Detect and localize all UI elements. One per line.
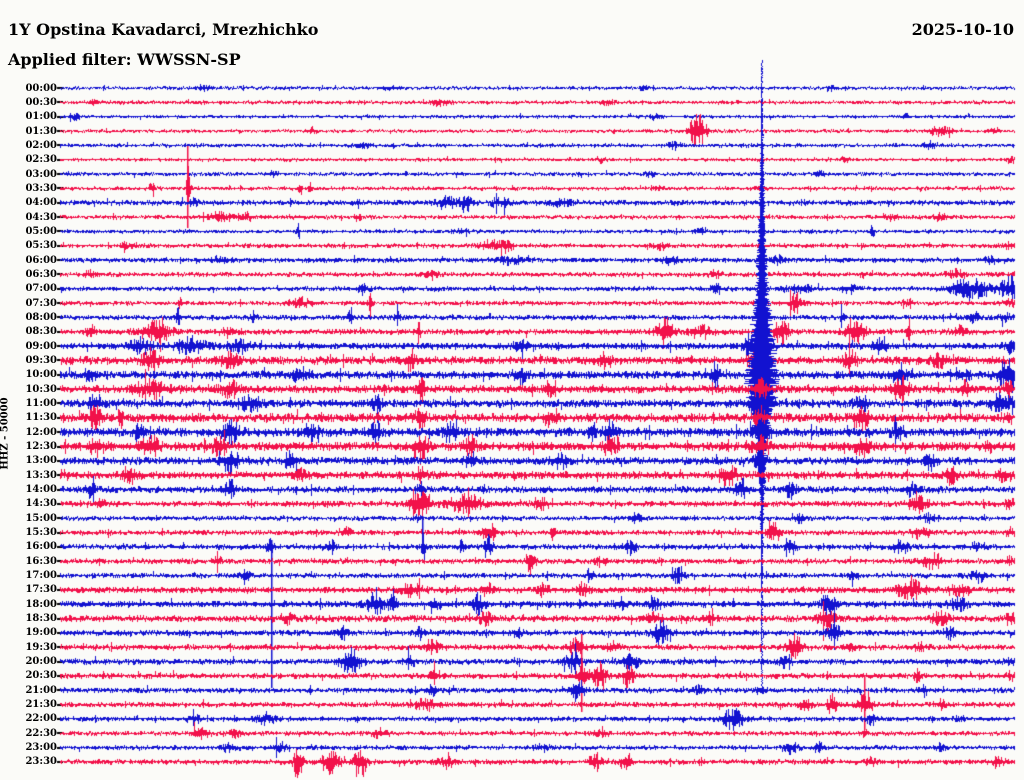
time-label-01:00: 01:00 — [25, 111, 57, 123]
time-label-13:00: 13:00 — [25, 455, 57, 467]
time-label-16:00: 16:00 — [25, 541, 57, 553]
time-label-01:30: 01:30 — [25, 125, 57, 137]
station-title: 1Y Opstina Kavadarci, Mrezhichko — [8, 20, 319, 39]
time-label-22:00: 22:00 — [25, 713, 57, 725]
time-label-19:00: 19:00 — [25, 627, 57, 639]
time-label-21:00: 21:00 — [25, 684, 57, 696]
time-label-15:30: 15:30 — [25, 527, 57, 539]
time-label-03:30: 03:30 — [25, 182, 57, 194]
time-label-02:00: 02:00 — [25, 139, 57, 151]
time-label-04:30: 04:30 — [25, 211, 57, 223]
time-label-08:30: 08:30 — [25, 326, 57, 338]
time-label-13:30: 13:30 — [25, 469, 57, 481]
time-label-09:30: 09:30 — [25, 354, 57, 366]
time-label-17:30: 17:30 — [25, 584, 57, 596]
time-label-06:00: 06:00 — [25, 254, 57, 266]
time-label-07:30: 07:30 — [25, 297, 57, 309]
time-label-20:00: 20:00 — [25, 656, 57, 668]
time-label-19:30: 19:30 — [25, 641, 57, 653]
time-label-10:00: 10:00 — [25, 369, 57, 381]
date-label: 2025-10-10 — [911, 20, 1014, 39]
time-label-12:00: 12:00 — [25, 426, 57, 438]
time-label-00:30: 00:30 — [25, 96, 57, 108]
time-label-08:00: 08:00 — [25, 311, 57, 323]
time-label-00:00: 00:00 — [25, 82, 57, 94]
time-label-23:00: 23:00 — [25, 742, 57, 754]
time-label-20:30: 20:30 — [25, 670, 57, 682]
time-label-14:00: 14:00 — [25, 484, 57, 496]
time-label-16:30: 16:30 — [25, 555, 57, 567]
time-label-02:30: 02:30 — [25, 154, 57, 166]
time-label-22:30: 22:30 — [25, 727, 57, 739]
time-label-07:00: 07:00 — [25, 283, 57, 295]
time-label-10:30: 10:30 — [25, 383, 57, 395]
filter-label: Applied filter: WWSSN-SP — [8, 50, 241, 69]
time-label-15:00: 15:00 — [25, 512, 57, 524]
time-label-12:30: 12:30 — [25, 441, 57, 452]
time-label-17:00: 17:00 — [25, 570, 57, 582]
time-label-03:00: 03:00 — [25, 168, 57, 180]
time-label-18:00: 18:00 — [25, 598, 57, 610]
time-label-05:00: 05:00 — [25, 225, 57, 237]
time-label-11:30: 11:30 — [25, 412, 57, 424]
time-label-14:30: 14:30 — [25, 498, 57, 510]
time-label-21:30: 21:30 — [25, 699, 57, 711]
time-label-11:00: 11:00 — [25, 397, 57, 409]
time-label-05:30: 05:30 — [25, 240, 57, 252]
time-label-18:30: 18:30 — [25, 613, 57, 625]
time-label-09:00: 09:00 — [25, 340, 57, 352]
time-label-23:30: 23:30 — [25, 756, 57, 768]
time-label-06:30: 06:30 — [25, 268, 57, 280]
time-label-04:00: 04:00 — [25, 197, 57, 209]
